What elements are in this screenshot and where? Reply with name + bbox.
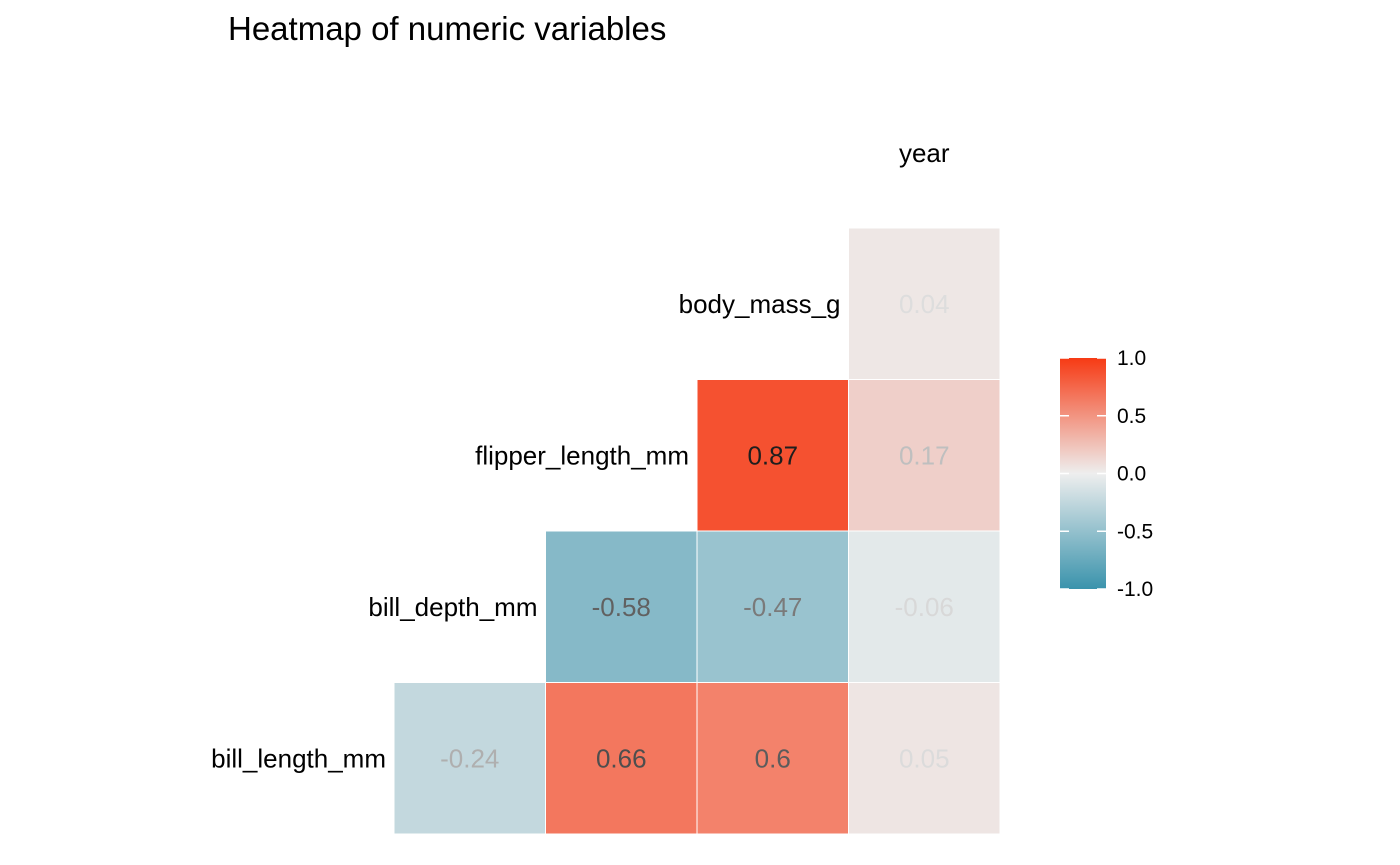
cell-value-label: 0.05 bbox=[899, 743, 950, 773]
heatmap-cell bbox=[848, 530, 1001, 683]
cell-value-label: 0.17 bbox=[899, 440, 950, 470]
color-legend: 1.0 0.5 0.0 -0.5 -1.0 bbox=[1060, 347, 1153, 601]
legend-ticks: 1.0 0.5 0.0 -0.5 -1.0 bbox=[1060, 347, 1153, 601]
variable-labels: bill_length_mm bill_depth_mm flipper_lengt… bbox=[211, 138, 950, 773]
cell-value-label: -0.58 bbox=[592, 592, 651, 622]
heatmap-cell bbox=[696, 379, 849, 532]
cell-value-label: -0.47 bbox=[743, 592, 802, 622]
heatmap-cell bbox=[848, 379, 1001, 532]
heatmap-cells: -0.24 0.66 -0.58 0.6 -0.47 0.87 0.05 -0.06 0.17 0… bbox=[393, 227, 1001, 835]
heatmap-cell bbox=[545, 530, 698, 683]
variable-label: year bbox=[899, 138, 950, 168]
cell-value-label: 0.87 bbox=[747, 440, 798, 470]
legend-tick-label: -0.5 bbox=[1117, 520, 1153, 543]
variable-label: bill_depth_mm bbox=[368, 592, 537, 622]
heatmap-cell bbox=[848, 227, 1001, 380]
chart-title: Heatmap of numeric variables bbox=[228, 10, 666, 47]
heatmap-cell bbox=[696, 530, 849, 683]
legend-tick-label: 0.0 bbox=[1117, 463, 1146, 486]
heatmap-cell bbox=[545, 682, 698, 835]
cell-value-label: 0.66 bbox=[596, 743, 647, 773]
cell-value-label: -0.06 bbox=[895, 592, 954, 622]
variable-label: flipper_length_mm bbox=[475, 440, 689, 470]
heatmap-cell bbox=[393, 682, 546, 835]
heatmap-cell bbox=[848, 682, 1001, 835]
cell-value-label: 0.04 bbox=[899, 289, 950, 319]
legend-tick-label: -1.0 bbox=[1117, 578, 1153, 601]
heatmap-cell bbox=[696, 682, 849, 835]
legend-tick-label: 1.0 bbox=[1117, 347, 1146, 370]
legend-tick-label: 0.5 bbox=[1117, 405, 1146, 428]
variable-label: body_mass_g bbox=[679, 289, 841, 319]
variable-label: bill_length_mm bbox=[211, 743, 386, 773]
cell-value-label: 0.6 bbox=[755, 743, 791, 773]
cell-value-label: -0.24 bbox=[440, 743, 499, 773]
